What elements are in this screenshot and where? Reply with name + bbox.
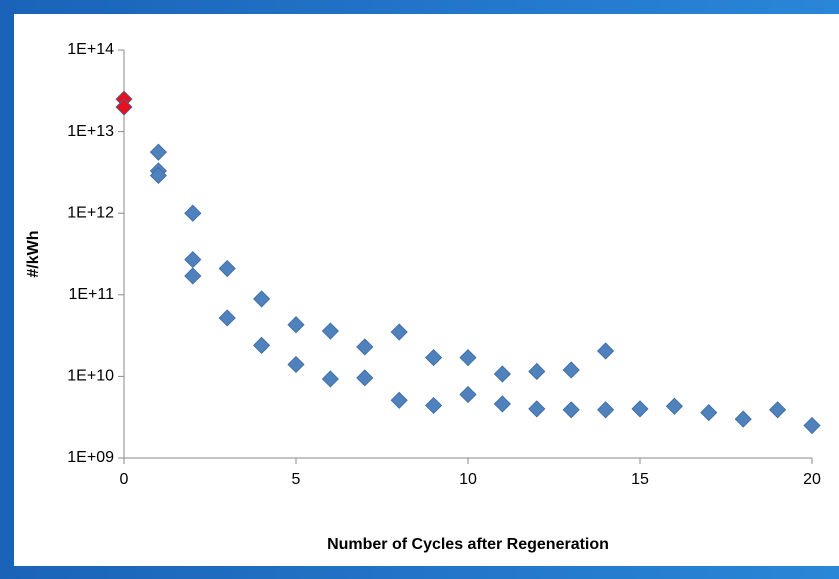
point	[321, 370, 339, 388]
point	[665, 397, 683, 415]
point	[356, 338, 374, 356]
x-tick-label: 20	[803, 471, 821, 488]
y-tick-label: 1E+09	[67, 449, 114, 466]
point	[253, 336, 271, 354]
point	[769, 401, 787, 419]
point	[493, 365, 511, 383]
point	[562, 361, 580, 379]
point	[803, 416, 821, 435]
y-tick-label: 1E+13	[67, 123, 114, 140]
point	[459, 385, 477, 404]
x-tick-label: 15	[631, 471, 649, 488]
point	[597, 401, 615, 419]
point	[425, 349, 443, 367]
point	[321, 322, 339, 340]
plot-background	[14, 14, 839, 566]
point	[218, 259, 236, 278]
point	[631, 400, 649, 418]
x-tick-label: 5	[292, 471, 301, 488]
y-tick-label: 1E+14	[67, 41, 114, 58]
point	[700, 404, 718, 422]
point	[115, 98, 133, 116]
point	[287, 316, 305, 334]
point	[390, 323, 408, 341]
point	[356, 369, 374, 387]
point	[528, 362, 546, 381]
y-axis-title: #/kWh	[25, 230, 42, 277]
x-tick-label: 10	[459, 471, 477, 488]
point	[734, 410, 752, 428]
y-tick-label: 1E+11	[68, 286, 114, 303]
point	[149, 143, 167, 161]
point	[597, 342, 615, 360]
point	[218, 309, 236, 327]
point	[253, 290, 271, 308]
point	[425, 396, 443, 415]
point	[528, 400, 546, 418]
point	[184, 267, 202, 285]
point	[459, 349, 477, 367]
x-axis-title: Number of Cycles after Regeneration	[327, 536, 609, 553]
x-tick-label: 0	[120, 471, 129, 488]
y-tick-label: 1E+10	[67, 368, 114, 385]
point	[149, 166, 167, 185]
point	[562, 401, 580, 419]
point	[493, 395, 511, 413]
point	[287, 355, 305, 374]
point	[390, 391, 408, 409]
y-tick-label: 1E+12	[67, 204, 114, 221]
point	[184, 204, 202, 222]
